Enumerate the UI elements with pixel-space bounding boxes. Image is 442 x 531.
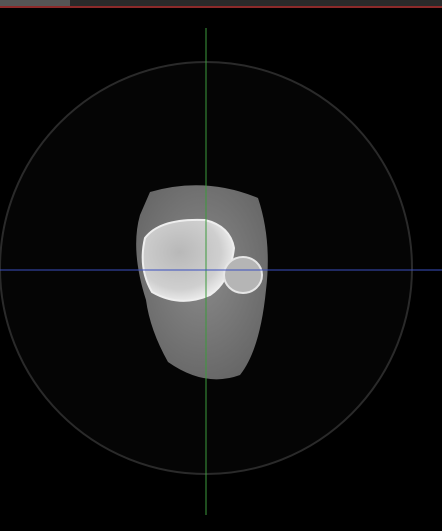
tab[interactable] xyxy=(0,0,70,6)
fibula xyxy=(223,256,263,294)
top-bar xyxy=(0,0,442,7)
